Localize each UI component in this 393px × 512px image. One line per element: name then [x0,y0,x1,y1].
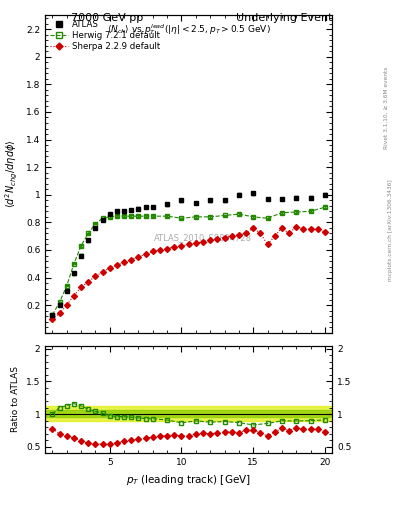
Text: Rivet 3.1.10, ≥ 3.6M events: Rivet 3.1.10, ≥ 3.6M events [384,67,388,148]
Y-axis label: $\langle d^2 N_{chg}/d\eta d\phi \rangle$: $\langle d^2 N_{chg}/d\eta d\phi \rangle… [4,140,20,208]
Text: Underlying Event: Underlying Event [235,13,332,23]
Bar [45,406,332,420]
Text: mcplots.cern.ch [arXiv:1306.3436]: mcplots.cern.ch [arXiv:1306.3436] [388,180,393,281]
Legend: ATLAS, Herwig 7.2.1 default, Sherpa 2.2.9 default: ATLAS, Herwig 7.2.1 default, Sherpa 2.2.… [48,18,162,53]
Y-axis label: Ratio to ATLAS: Ratio to ATLAS [11,367,20,432]
Text: ATLAS_2010_S8894728: ATLAS_2010_S8894728 [154,233,252,242]
Text: 7000 GeV pp: 7000 GeV pp [71,13,143,23]
X-axis label: $p_T$ (leading track) [GeV]: $p_T$ (leading track) [GeV] [126,473,251,486]
Text: $\langle N_{ch}\rangle$ vs $p_T^{lead}(|\eta| < 2.5, p_T > 0.5$ GeV$)$: $\langle N_{ch}\rangle$ vs $p_T^{lead}(|… [107,22,270,37]
Bar [45,410,332,417]
